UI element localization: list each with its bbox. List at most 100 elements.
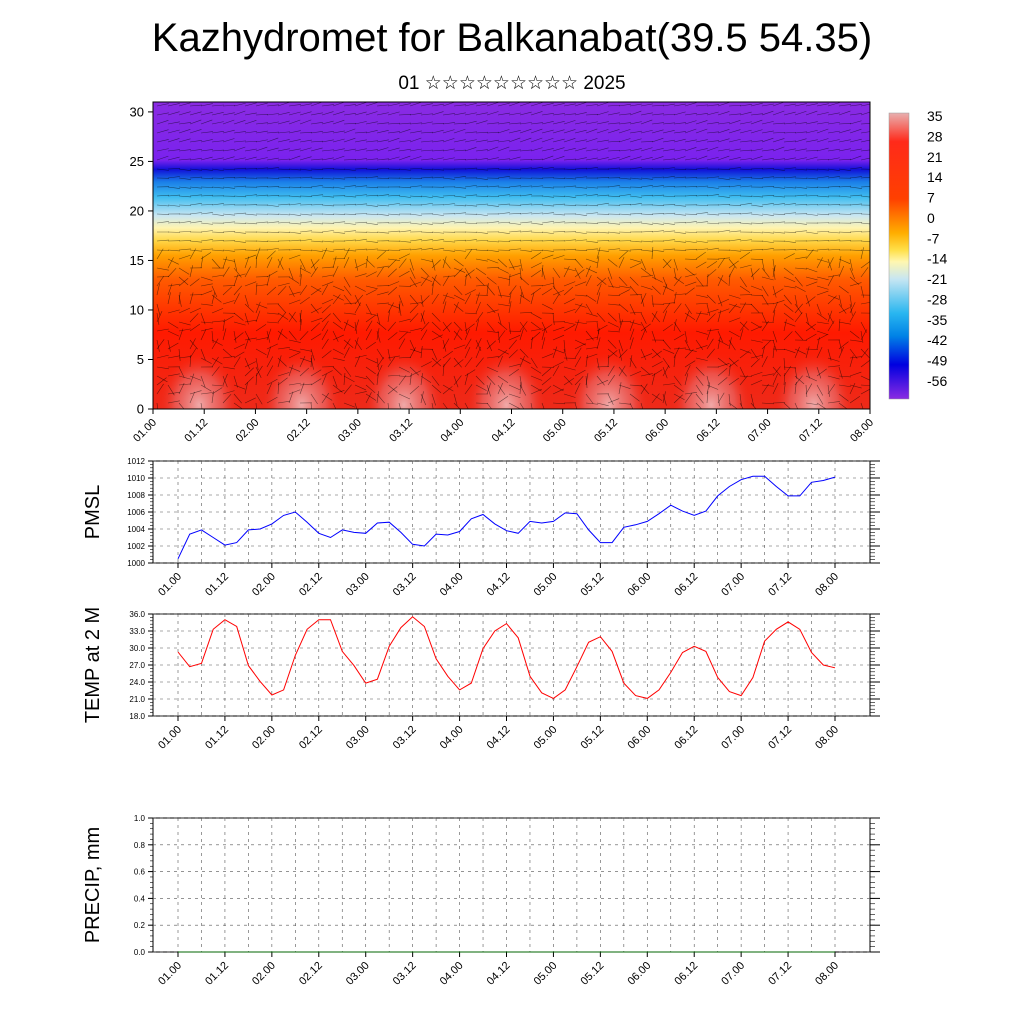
wind-barb: [585, 186, 598, 189]
wind-barb: [816, 312, 827, 321]
wind-barb: [640, 275, 653, 278]
wind-barb: [596, 177, 609, 179]
wind-barb: [277, 177, 291, 179]
wind-barb: [376, 231, 389, 234]
wind-barb: [420, 391, 424, 404]
wind-barb: [453, 122, 466, 125]
wind-barb: [398, 318, 411, 323]
wind-barb: [420, 375, 432, 383]
wind-barb: [750, 267, 754, 280]
wind-barb: [772, 301, 778, 314]
wind-barb: [244, 222, 257, 225]
wind-barb: [464, 323, 475, 332]
wind-barb: [233, 332, 244, 341]
wind-barb: [453, 330, 463, 341]
wind-barb: [255, 221, 268, 224]
wind-barb: [552, 103, 565, 107]
wind-barb: [761, 346, 765, 359]
wind-barb: [728, 129, 741, 134]
wind-barb: [266, 194, 279, 197]
wind-barb: [772, 168, 785, 171]
wind-barb: [530, 366, 542, 374]
wind-barb: [387, 156, 400, 161]
wind-barb: [860, 186, 870, 188]
wind-barb: [860, 111, 870, 116]
wind-barb: [508, 222, 521, 225]
wind-barb: [739, 129, 752, 134]
colorbar-label: -56: [927, 373, 947, 389]
wind-barb: [596, 365, 609, 368]
wind-barb: [772, 285, 777, 298]
wind-barb: [662, 230, 675, 233]
wind-barb: [695, 339, 704, 350]
wind-barb: [552, 255, 565, 260]
x-tick-label: 07.00: [746, 417, 774, 445]
wind-barb: [409, 347, 416, 359]
wind-barb: [387, 111, 400, 116]
wind-barb: [783, 331, 793, 341]
wind-barb: [640, 293, 647, 305]
wind-barb: [618, 129, 631, 134]
wind-barb: [464, 312, 477, 315]
wind-barb: [519, 285, 525, 298]
y-tick-label: 24.0: [129, 678, 145, 687]
wind-barb: [442, 386, 453, 395]
wind-barb: [343, 148, 356, 152]
wind-barb: [750, 231, 763, 234]
wind-barb: [409, 366, 419, 376]
wind-barb: [398, 301, 401, 314]
wind-barb: [827, 168, 840, 171]
wind-barb: [805, 121, 818, 125]
y-tick-label: 1008: [127, 491, 145, 500]
wind-barb: [189, 355, 192, 368]
wind-barb: [607, 258, 618, 267]
wind-barb: [321, 284, 329, 296]
wind-barb: [222, 168, 235, 171]
wind-barb: [629, 319, 635, 332]
wind-barb: [475, 258, 488, 262]
wind-barb: [156, 194, 169, 197]
wind-barb: [706, 382, 710, 395]
wind-barb: [453, 321, 463, 331]
wind-barb: [277, 148, 290, 152]
y-tick-label: 18.0: [129, 712, 145, 721]
wind-barb: [178, 292, 181, 305]
wind-barb: [827, 176, 840, 179]
wind-barb: [794, 222, 807, 225]
wind-barb: [277, 158, 290, 161]
wind-barb: [431, 176, 444, 179]
wind-barb: [200, 212, 213, 215]
wind-barb: [794, 276, 803, 287]
wind-barb: [695, 148, 708, 152]
wind-barb: [398, 177, 411, 179]
wind-barb: [706, 131, 719, 134]
wind-barb: [222, 213, 235, 216]
wind-barb: [178, 111, 191, 116]
wind-barb: [717, 330, 724, 343]
wind-barb: [497, 240, 511, 242]
wind-barb: [354, 203, 367, 206]
wind-barb: [717, 111, 730, 116]
wind-barb: [750, 177, 763, 180]
wind-barb: [244, 256, 250, 269]
wind-barb: [508, 301, 512, 314]
wind-barb: [398, 168, 411, 171]
wind-barb: [299, 367, 310, 377]
wind-barb: [442, 384, 454, 392]
x-tick-label: 05.12: [592, 417, 620, 445]
wind-barb: [332, 312, 342, 323]
wind-barb: [640, 222, 653, 225]
wind-barb: [376, 365, 383, 377]
wind-barb: [200, 384, 212, 392]
wind-barb: [827, 239, 840, 242]
wind-barb: [167, 186, 180, 189]
wind-barb: [189, 373, 195, 386]
wind-barb: [409, 177, 422, 179]
wind-barb: [178, 177, 191, 180]
x-tick-label: 04.12: [485, 571, 513, 599]
wind-barb: [684, 373, 689, 386]
wind-barb: [222, 319, 226, 332]
wind-barb: [706, 391, 709, 404]
wind-barb: [596, 324, 608, 332]
wind-barb: [552, 361, 564, 368]
